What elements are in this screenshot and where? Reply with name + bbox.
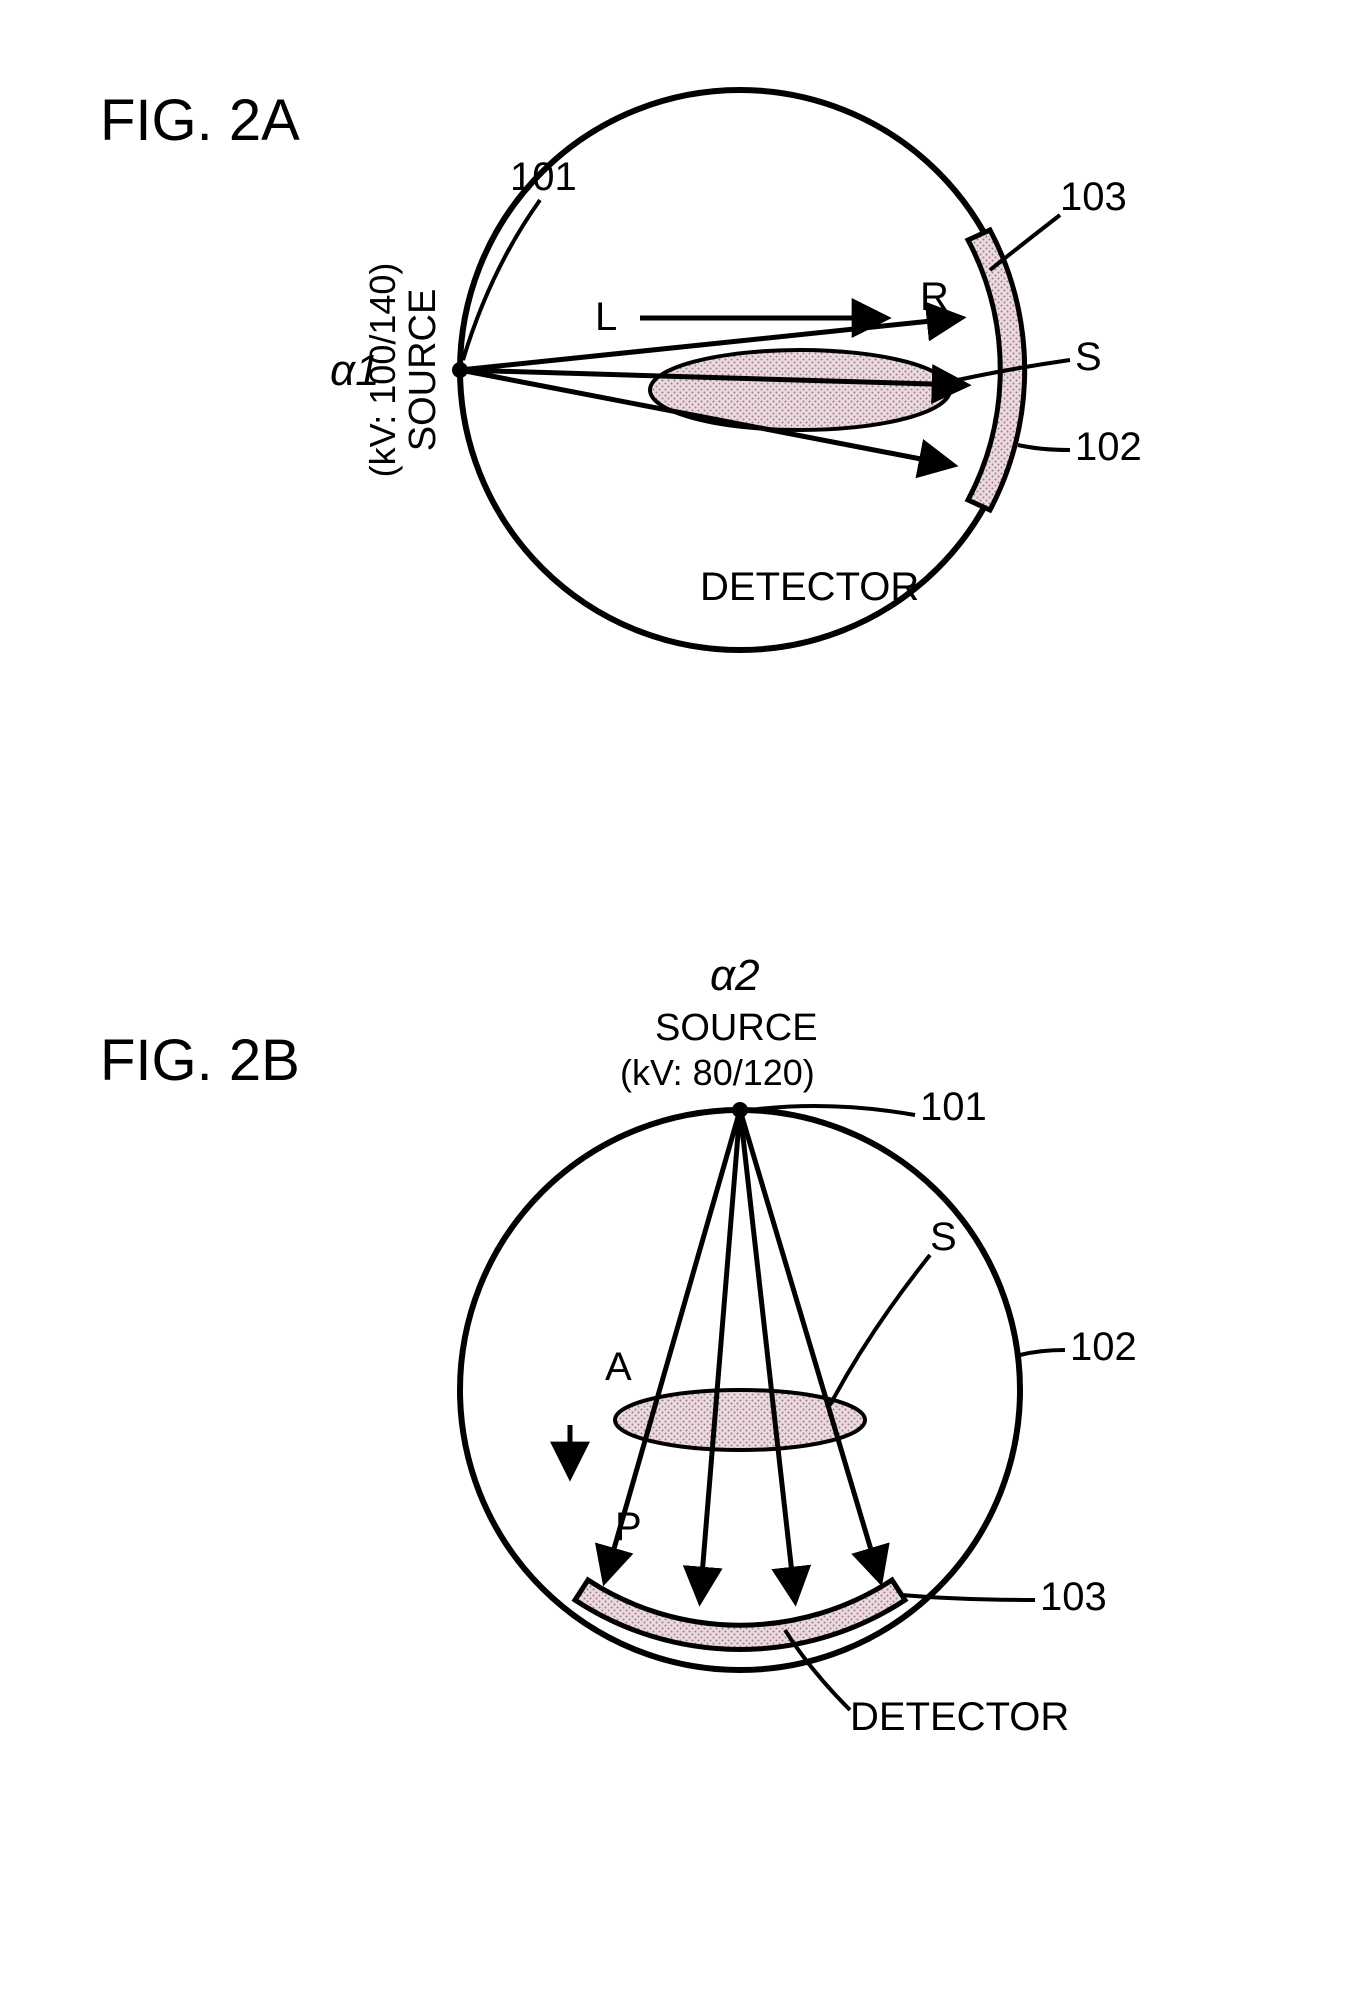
fig2a-leader-103 (990, 215, 1060, 270)
fig2a-label: FIG. 2A (100, 88, 300, 153)
fig2a-detector-label: DETECTOR (700, 565, 919, 609)
fig2b-detector-label: DETECTOR (850, 1695, 1069, 1739)
fig2b-source-text: SOURCE (655, 1007, 818, 1049)
fig2b-leader-detector (785, 1630, 850, 1710)
fig2b-ref-103: 103 (1040, 1575, 1107, 1619)
fig2b-ray-3 (740, 1110, 795, 1600)
fig2a-R: R (920, 275, 949, 319)
fig2b-label: FIG. 2B (100, 1028, 300, 1093)
diagram-svg: FIG. 2A SOURCE (kV: 100/140) α1 L 101 10… (40, 40, 1359, 1947)
page-container: FIG. 2A SOURCE (kV: 100/140) α1 L 101 10… (40, 40, 1359, 1952)
fig2a-S: S (1075, 335, 1102, 379)
fig2a-ref-101: 101 (510, 155, 577, 199)
fig2b-ref-101: 101 (920, 1085, 987, 1129)
fig2b-P: P (615, 1505, 642, 1549)
fig2a-alpha: α1 (330, 346, 380, 395)
fig2b-leader-102 (1020, 1350, 1065, 1355)
fig2b-detector (575, 1580, 905, 1649)
fig2b-alpha: α2 (710, 951, 760, 1000)
fig2b-kv-text: (kV: 80/120) (620, 1052, 815, 1093)
fig2b-ray-4 (740, 1110, 880, 1580)
fig2a-ref-103: 103 (1060, 175, 1127, 219)
fig2b-leader-S (830, 1255, 930, 1405)
fig2a-source-text: SOURCE (402, 289, 444, 452)
fig2a-ref-102: 102 (1075, 425, 1142, 469)
fig2a-subject-ellipse (650, 350, 950, 430)
fig2b-A: A (605, 1345, 632, 1389)
fig2a-leader-102 (1018, 445, 1070, 450)
fig2a-L: L (595, 295, 617, 339)
fig2b-ref-102: 102 (1070, 1325, 1137, 1369)
fig2b-S: S (930, 1215, 957, 1259)
